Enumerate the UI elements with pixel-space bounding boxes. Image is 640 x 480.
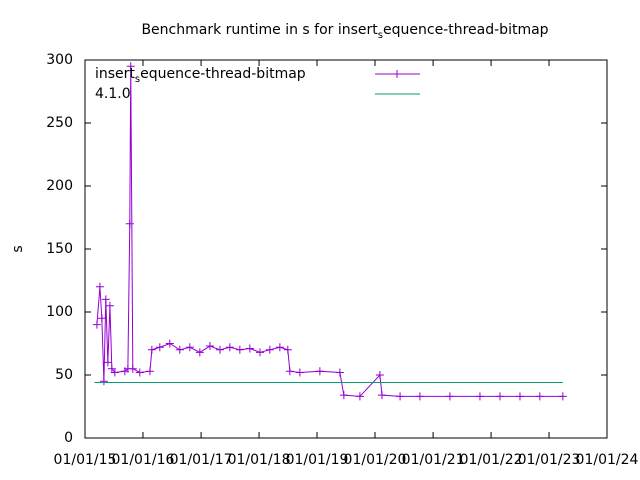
x-tick-label: 01/01/15 bbox=[54, 452, 117, 468]
point-marker bbox=[235, 345, 244, 354]
x-tick-label: 01/01/17 bbox=[170, 452, 233, 468]
text-part: insert bbox=[95, 66, 135, 82]
point-marker bbox=[558, 392, 567, 401]
y-tick-label: 50 bbox=[55, 367, 73, 383]
legend-marker bbox=[393, 70, 401, 78]
y-tick-label: 200 bbox=[46, 178, 73, 194]
point-marker bbox=[145, 367, 154, 376]
point-marker bbox=[215, 345, 224, 354]
point-marker bbox=[396, 392, 405, 401]
legend-label: insertsequence-thread-bitmap bbox=[95, 66, 306, 85]
point-marker bbox=[205, 342, 214, 351]
text-part: Benchmark runtime in s for insert bbox=[141, 22, 378, 38]
x-tick-label: 01/01/22 bbox=[460, 452, 523, 468]
point-marker bbox=[515, 392, 524, 401]
point-marker bbox=[377, 391, 386, 400]
point-marker bbox=[99, 377, 108, 386]
x-tick-label: 01/01/24 bbox=[576, 452, 639, 468]
text-part: equence-thread-bitmap bbox=[383, 22, 549, 38]
x-tick-label: 01/01/18 bbox=[228, 452, 291, 468]
y-tick-label: 150 bbox=[46, 241, 73, 257]
point-marker bbox=[495, 392, 504, 401]
point-marker bbox=[92, 320, 101, 329]
point-marker bbox=[475, 392, 484, 401]
point-marker bbox=[185, 343, 194, 352]
text-part: equence-thread-bitmap bbox=[140, 66, 306, 82]
point-marker bbox=[285, 367, 294, 376]
point-marker bbox=[315, 367, 324, 376]
point-marker bbox=[355, 392, 364, 401]
point-marker bbox=[415, 392, 424, 401]
point-marker bbox=[95, 282, 104, 291]
point-marker bbox=[265, 345, 274, 354]
point-marker bbox=[103, 358, 112, 367]
x-tick-label: 01/01/16 bbox=[112, 452, 175, 468]
point-marker bbox=[128, 364, 137, 373]
point-marker bbox=[335, 368, 344, 377]
point-marker bbox=[97, 314, 106, 323]
point-marker bbox=[175, 345, 184, 354]
y-tick-label: 300 bbox=[46, 52, 73, 68]
point-marker bbox=[126, 62, 135, 71]
point-marker bbox=[155, 343, 164, 352]
point-marker bbox=[445, 392, 454, 401]
point-marker bbox=[135, 368, 144, 377]
x-tick-label: 01/01/20 bbox=[344, 452, 407, 468]
x-tick-label: 01/01/21 bbox=[402, 452, 465, 468]
point-marker bbox=[125, 219, 134, 228]
point-marker bbox=[225, 343, 234, 352]
legend-label: 4.1.0 bbox=[95, 86, 131, 102]
point-marker bbox=[165, 339, 174, 348]
subscript: s bbox=[135, 74, 140, 85]
x-tick-label: 01/01/19 bbox=[286, 452, 349, 468]
point-marker bbox=[195, 348, 204, 357]
point-marker bbox=[101, 295, 110, 304]
y-tick-label: 0 bbox=[64, 430, 73, 446]
point-marker bbox=[105, 301, 114, 310]
y-tick-label: 100 bbox=[46, 304, 73, 320]
subscript: s bbox=[378, 30, 383, 41]
point-marker bbox=[295, 368, 304, 377]
x-tick-label: 01/01/23 bbox=[518, 452, 581, 468]
y-axis-label: s bbox=[10, 245, 26, 252]
point-marker bbox=[339, 391, 348, 400]
point-marker bbox=[245, 344, 254, 353]
point-marker bbox=[147, 345, 156, 354]
point-marker bbox=[375, 371, 384, 379]
point-marker bbox=[535, 392, 544, 401]
point-marker bbox=[110, 368, 119, 377]
point-marker bbox=[275, 343, 284, 352]
point-marker bbox=[256, 348, 265, 357]
chart-title: Benchmark runtime in s for insertsequenc… bbox=[141, 22, 548, 41]
y-tick-label: 250 bbox=[46, 115, 73, 131]
point-marker bbox=[283, 345, 292, 354]
